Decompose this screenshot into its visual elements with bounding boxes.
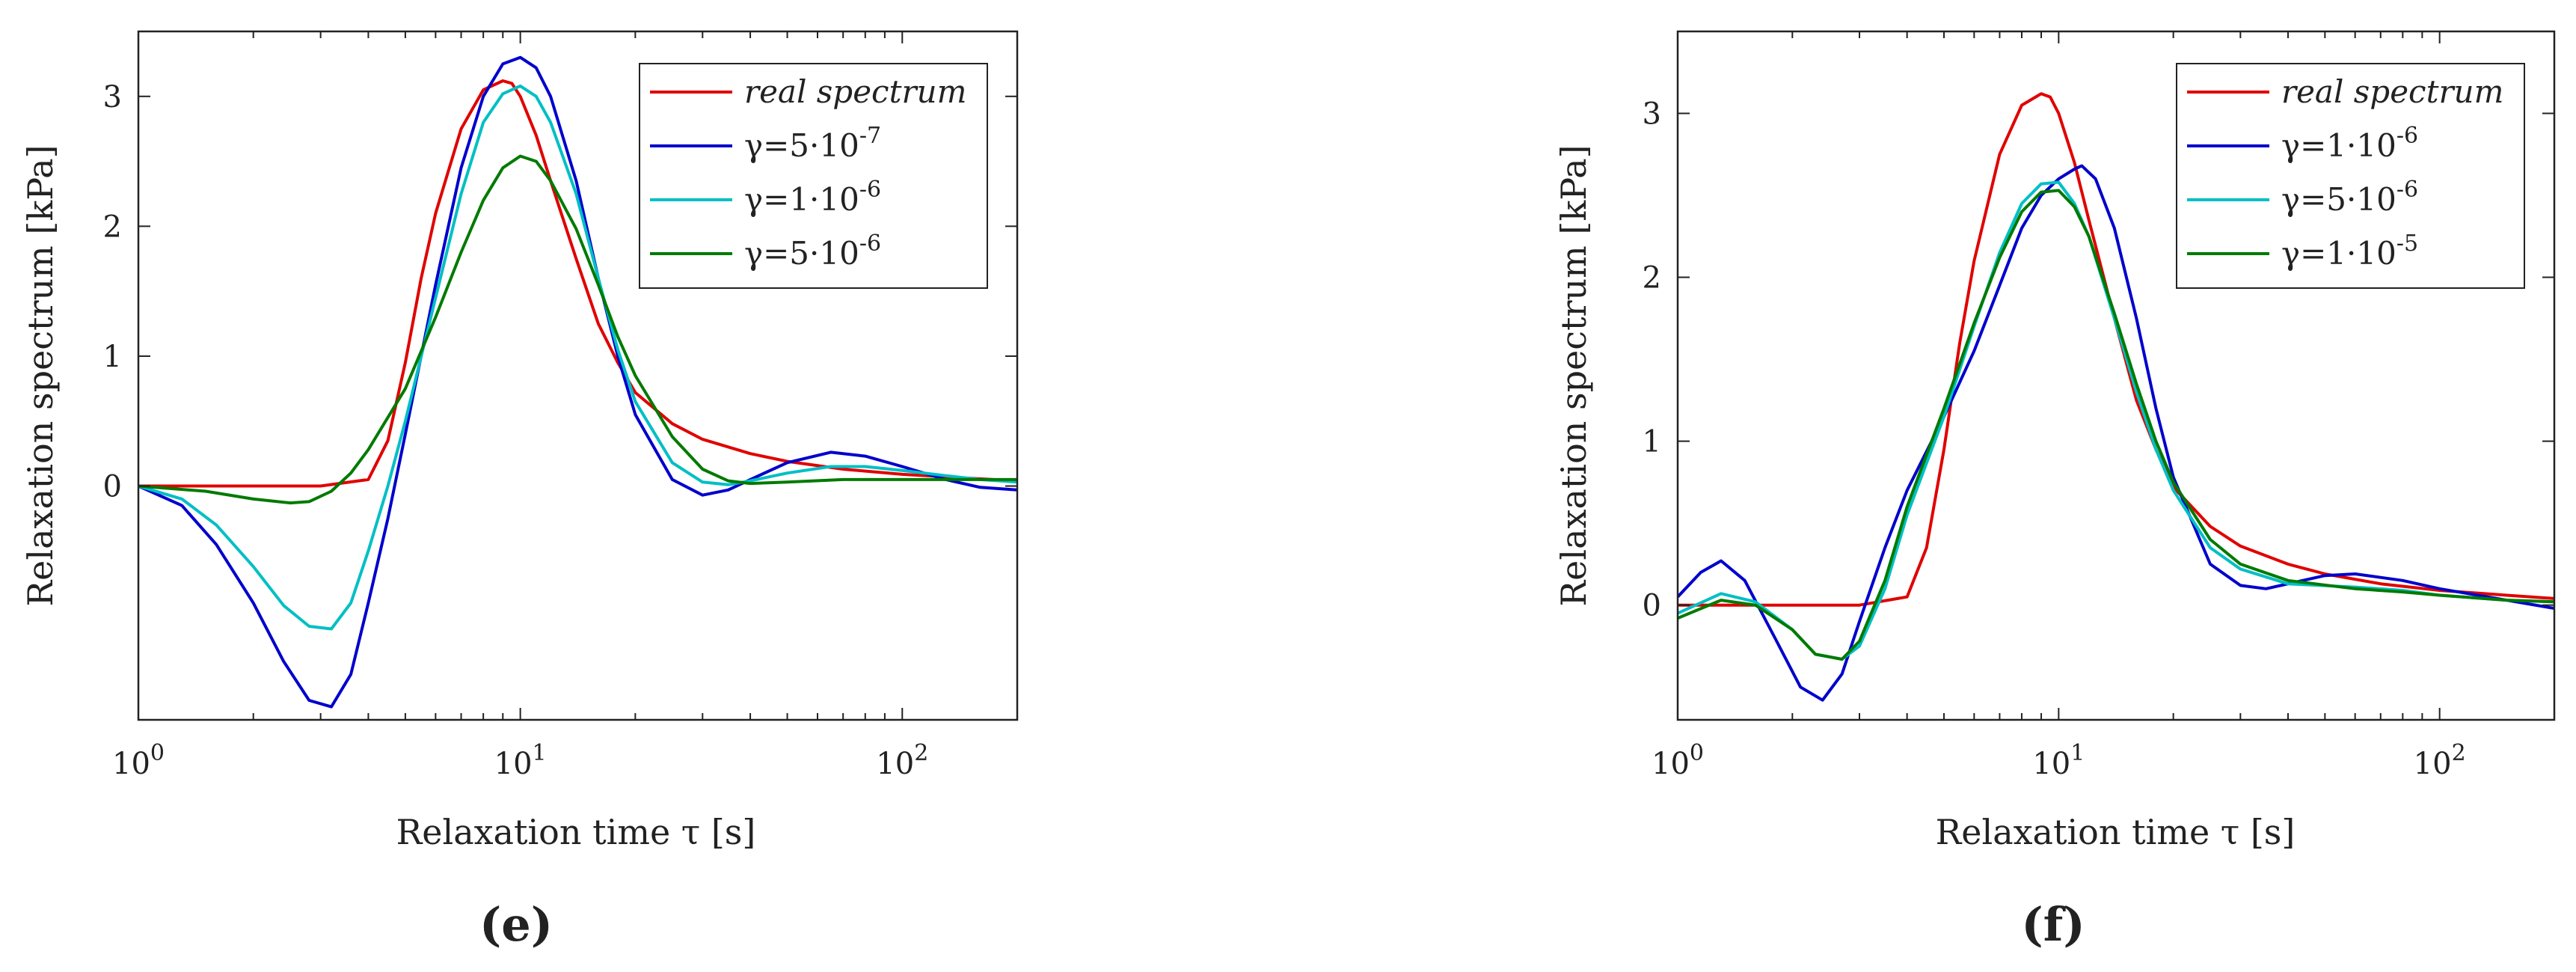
series-line-0 [138,79,1017,488]
legend-label-1: γ=5·10-7 [744,123,881,164]
panel-label: (f) [2021,897,2085,952]
legend: real spectrum γ=5·10-7 γ=1·10-6 γ=5·10-6 [639,63,988,289]
legend-box [2176,63,2525,289]
series-line-2 [138,84,1017,631]
y-axis-title: Relaxation spectrum [kPa] [1554,145,1594,607]
y-tick-label: 0 [1643,589,1661,623]
legend-label-0: real spectrum [744,73,966,110]
y-tick-label: 2 [1643,261,1661,296]
x-tick-label: 100 [112,740,165,781]
x-tick-label: 101 [494,740,547,781]
y-tick-label: 1 [1643,425,1661,459]
x-axis-title: Relaxation time τ [s] [1936,812,2296,852]
y-tick-label: 0 [103,470,122,504]
y-tick-label: 3 [1643,97,1661,132]
series-line-1 [138,55,1017,709]
y-tick-label: 2 [103,210,122,244]
legend-label-0: real spectrum [2281,73,2503,110]
series-line-1 [1678,164,2554,702]
legend-label-1: γ=1·10-6 [2281,123,2418,164]
axes-box [1676,30,2556,721]
legend-box [639,63,988,289]
legend-label-3: γ=1·10-5 [2281,230,2418,272]
y-tick-label: 1 [103,340,122,374]
axes-box [137,30,1019,721]
x-tick-label: 101 [2032,740,2085,781]
chart-panel-0: 100 101 102 0 1 2 3 Relaxation time τ [s] Relaxa… [20,30,1019,952]
series-group [138,55,1017,709]
series-line-3 [1678,189,2554,661]
panel-label: (e) [479,897,553,952]
legend: real spectrum γ=1·10-6 γ=5·10-6 γ=1·10-5 [2176,63,2525,289]
series-line-0 [1678,92,2554,607]
x-tick-label: 102 [2414,740,2466,781]
chart-panel-1: 100 101 102 0 1 2 3 Relaxation time τ [s] Relaxa… [1554,30,2556,952]
legend-label-2: γ=1·10-6 [744,177,881,218]
x-tick-label: 100 [1652,740,1704,781]
legend-label-3: γ=5·10-6 [744,230,881,272]
series-group [1678,92,2554,702]
x-axis-title: Relaxation time τ [s] [396,812,756,852]
y-tick-label: 3 [103,80,122,114]
series-line-3 [138,154,1017,505]
y-axis-title: Relaxation spectrum [kPa] [20,145,61,607]
legend-label-2: γ=5·10-6 [2281,177,2418,218]
x-tick-label: 102 [876,740,928,781]
